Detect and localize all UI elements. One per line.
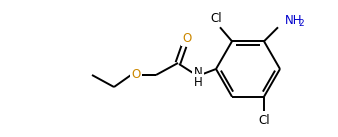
Text: H: H	[194, 75, 202, 89]
Text: O: O	[131, 68, 141, 82]
Text: 2: 2	[298, 19, 304, 28]
Text: NH: NH	[285, 14, 303, 27]
Text: Cl: Cl	[258, 114, 270, 127]
Text: N: N	[194, 66, 202, 79]
Text: O: O	[183, 32, 192, 45]
Text: Cl: Cl	[210, 12, 222, 25]
